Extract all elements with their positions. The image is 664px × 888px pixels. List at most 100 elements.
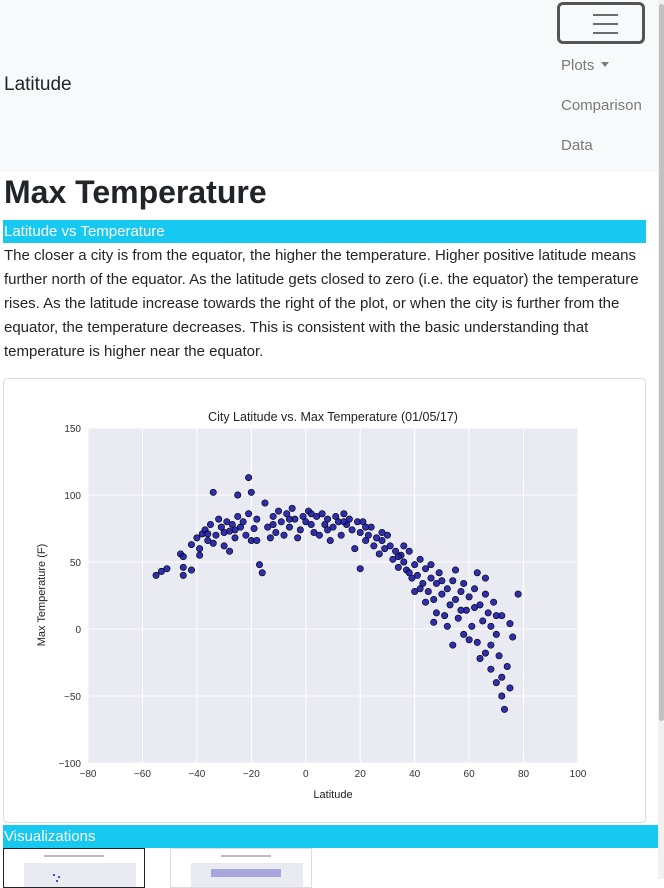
data-point xyxy=(375,550,383,558)
data-point xyxy=(449,641,457,649)
data-point xyxy=(193,534,201,542)
data-point xyxy=(318,510,326,518)
data-point xyxy=(231,534,239,542)
data-point xyxy=(471,604,479,612)
data-point xyxy=(370,542,378,550)
data-point xyxy=(413,571,421,579)
data-point xyxy=(435,569,443,577)
nav-item-plots[interactable]: Plots xyxy=(561,57,610,74)
x-tick-label: 20 xyxy=(355,769,367,780)
data-point xyxy=(498,673,506,681)
data-point xyxy=(438,590,446,598)
x-tick-label: −80 xyxy=(80,769,97,780)
data-point xyxy=(484,609,492,617)
nav-item-comparison[interactable]: Comparison xyxy=(561,97,642,114)
x-axis-label: Latitude xyxy=(313,789,352,801)
data-point xyxy=(378,529,386,537)
visualizations-heading: Visualizations xyxy=(3,825,658,848)
data-point xyxy=(438,577,446,585)
visualization-thumbnail-1[interactable] xyxy=(3,848,145,888)
data-point xyxy=(285,523,293,531)
data-point xyxy=(187,566,195,574)
visualization-thumbnail-2[interactable] xyxy=(170,848,312,888)
data-point xyxy=(220,542,228,550)
data-point xyxy=(443,622,451,630)
x-tick-label: 0 xyxy=(303,769,309,780)
data-point xyxy=(340,510,348,518)
scrollbar-thumb[interactable] xyxy=(659,4,664,721)
data-point xyxy=(487,622,495,630)
data-point xyxy=(481,574,489,582)
thumbnail-image-1 xyxy=(24,855,136,887)
data-point xyxy=(454,614,462,622)
y-tick-label: 0 xyxy=(75,625,81,636)
data-point xyxy=(253,515,261,523)
data-point xyxy=(378,537,386,545)
data-point xyxy=(356,565,364,573)
data-point xyxy=(324,526,332,534)
y-axis-label: Max Temperature (F) xyxy=(36,544,48,647)
data-point xyxy=(479,617,487,625)
thumbnail-image-2 xyxy=(191,855,303,887)
data-point xyxy=(457,606,465,614)
data-point xyxy=(234,512,242,520)
data-point xyxy=(280,531,288,539)
data-point xyxy=(451,596,459,604)
data-point xyxy=(487,641,495,649)
data-point xyxy=(465,593,473,601)
y-tick-label: 50 xyxy=(70,558,82,569)
data-point xyxy=(207,520,215,528)
data-point xyxy=(492,630,500,638)
data-point xyxy=(416,555,424,563)
data-point xyxy=(490,598,498,606)
x-tick-label: 60 xyxy=(464,769,476,780)
data-point xyxy=(234,491,242,499)
data-point xyxy=(500,705,508,713)
data-point xyxy=(405,569,413,577)
data-point xyxy=(481,590,489,598)
y-tick-label: −100 xyxy=(58,759,81,770)
data-point xyxy=(256,561,264,569)
data-point xyxy=(196,545,204,553)
chart-title: City Latitude vs. Max Temperature (01/05… xyxy=(208,410,458,424)
data-point xyxy=(411,561,419,569)
data-point xyxy=(465,636,473,644)
data-point xyxy=(272,529,280,537)
data-point xyxy=(296,526,304,534)
data-point xyxy=(356,529,364,537)
data-point xyxy=(163,565,171,573)
x-tick-label: −60 xyxy=(134,769,151,780)
data-point xyxy=(250,525,258,533)
data-point xyxy=(152,571,160,579)
hamburger-icon-bar xyxy=(593,23,618,25)
data-point xyxy=(179,563,187,571)
data-point xyxy=(340,518,348,526)
data-point xyxy=(269,520,277,528)
page-title: Max Temperature xyxy=(4,174,267,210)
nav-item-data[interactable]: Data xyxy=(561,137,593,154)
data-point xyxy=(364,531,372,539)
nav-item-plots-label: Plots xyxy=(561,57,595,74)
x-tick-label: −40 xyxy=(188,769,205,780)
data-point xyxy=(209,539,217,547)
data-point xyxy=(492,679,500,687)
chart-card: −80 −60 −40 −20 0 20 40 60 80 100 150 100 50 0 −50 −10… xyxy=(3,378,646,823)
navbar-brand[interactable]: Latitude xyxy=(4,74,72,95)
data-point xyxy=(446,601,454,609)
scatter-chart: −80 −60 −40 −20 0 20 40 60 80 100 150 100 50 0 −50 −10… xyxy=(36,410,587,801)
data-point xyxy=(457,587,465,595)
data-point xyxy=(209,488,217,496)
data-point xyxy=(253,537,261,545)
data-point xyxy=(405,547,413,555)
x-tick-label: 100 xyxy=(570,769,587,780)
data-point xyxy=(471,585,479,593)
data-point xyxy=(307,510,315,518)
data-point xyxy=(326,537,334,545)
navbar-toggle-button[interactable] xyxy=(557,2,645,44)
data-point xyxy=(215,515,223,523)
data-point xyxy=(266,534,274,542)
hamburger-icon-bar xyxy=(593,32,618,34)
data-point xyxy=(204,530,212,538)
data-point xyxy=(473,569,481,577)
data-point xyxy=(514,590,522,598)
